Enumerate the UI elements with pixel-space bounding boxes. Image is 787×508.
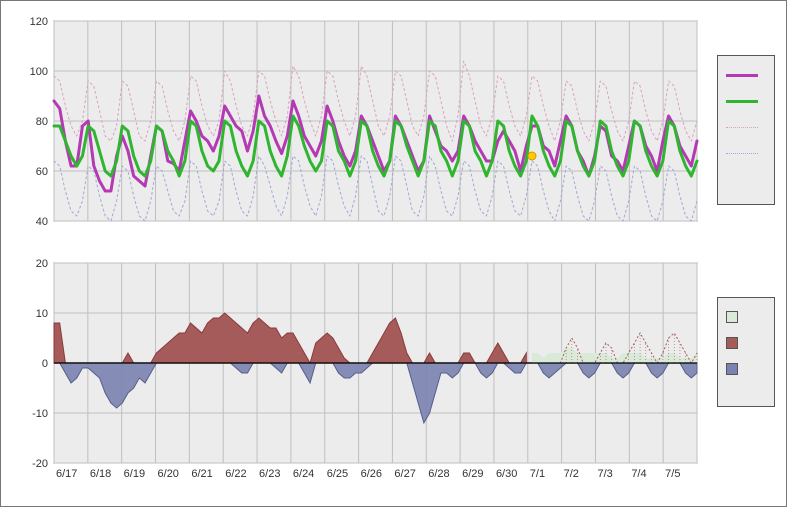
legend-line-swatch — [726, 153, 758, 154]
x-tick-label: 6/17 — [56, 468, 77, 480]
x-tick-label: 6/28 — [428, 468, 449, 480]
x-tick-label: 6/22 — [225, 468, 246, 480]
y-tick-label: 100 — [30, 66, 48, 78]
x-tick-label: 6/26 — [361, 468, 382, 480]
legend-line-swatch — [726, 127, 758, 128]
legend-series-c — [726, 114, 766, 140]
legend-series-d — [726, 140, 766, 166]
y-tick-label: 120 — [30, 16, 48, 28]
legend-line-swatch — [726, 100, 758, 103]
legend-box-swatch — [726, 311, 738, 323]
y-tick-label: -10 — [32, 408, 48, 420]
marker-point — [528, 152, 536, 160]
x-tick-label: 6/20 — [158, 468, 179, 480]
legend-series-b — [726, 88, 766, 114]
y-tick-label: -20 — [32, 458, 48, 470]
x-tick-label: 6/23 — [259, 468, 280, 480]
legend-series-a — [726, 62, 766, 88]
legend-bottom — [717, 297, 775, 407]
x-tick-label: 6/24 — [293, 468, 314, 480]
legend-bg-future — [726, 304, 766, 330]
legend-box-swatch — [726, 337, 738, 349]
y-tick-label: 40 — [36, 216, 48, 228]
x-tick-label: 6/30 — [496, 468, 517, 480]
legend-box-swatch — [726, 363, 738, 375]
x-tick-label: 6/18 — [90, 468, 111, 480]
legend-pos-area — [726, 330, 766, 356]
x-tick-label: 7/1 — [530, 468, 545, 480]
x-tick-label: 6/27 — [394, 468, 415, 480]
x-tick-label: 6/21 — [191, 468, 212, 480]
legend-top — [717, 55, 775, 205]
legend-line-swatch — [726, 74, 758, 77]
y-tick-label: 0 — [42, 358, 48, 370]
legend-neg-area — [726, 356, 766, 382]
y-tick-label: 20 — [36, 258, 48, 270]
y-tick-label: 80 — [36, 116, 48, 128]
chart-panel: 40 60 80 100 120 -20 -10 0 10 20 6/17 6/18 6/19 6/20 6… — [0, 0, 787, 507]
x-tick-label: 6/29 — [462, 468, 483, 480]
chart-svg: 40 60 80 100 120 -20 -10 0 10 20 6/17 6/18 6/19 6/20 6… — [1, 1, 787, 508]
x-tick-label: 7/2 — [564, 468, 579, 480]
x-tick-label: 7/4 — [631, 468, 646, 480]
x-tick-label: 6/19 — [124, 468, 145, 480]
x-tick-label: 7/5 — [665, 468, 680, 480]
y-tick-label: 60 — [36, 166, 48, 178]
x-tick-label: 6/25 — [327, 468, 348, 480]
y-tick-label: 10 — [36, 308, 48, 320]
x-tick-label: 7/3 — [597, 468, 612, 480]
